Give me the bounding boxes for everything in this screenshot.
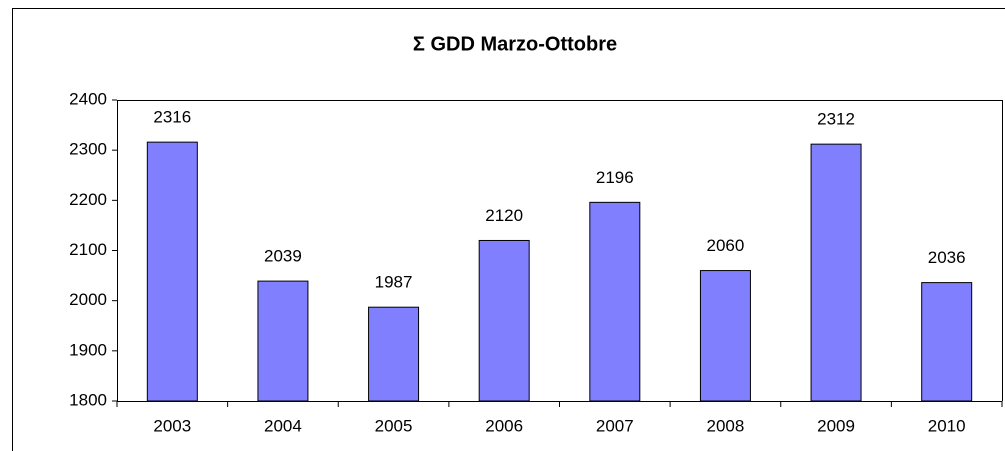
x-tick-label: 2010 — [928, 416, 966, 435]
bar — [368, 306, 420, 402]
y-tick-label: 2000 — [69, 290, 107, 309]
data-label: 2039 — [264, 247, 302, 266]
x-tick-label: 2009 — [817, 416, 855, 435]
x-tick-label: 2006 — [485, 416, 523, 435]
data-label: 2196 — [596, 168, 634, 187]
bar — [699, 270, 751, 402]
y-tick-label: 2300 — [69, 140, 107, 159]
y-tick-label: 2400 — [69, 89, 107, 108]
plot-border — [117, 100, 1003, 401]
y-tick-label: 1800 — [69, 390, 107, 409]
data-label: 2316 — [153, 108, 191, 127]
bar — [146, 141, 198, 402]
bar — [478, 239, 530, 402]
y-tick-label: 1900 — [69, 340, 107, 359]
y-tick-label: 2200 — [69, 190, 107, 209]
x-tick-label: 2004 — [264, 416, 302, 435]
x-tick-label: 2003 — [153, 416, 191, 435]
data-label: 1987 — [375, 273, 413, 292]
data-label: 2312 — [817, 110, 855, 129]
data-label: 2060 — [707, 236, 745, 255]
chart-border — [12, 8, 1005, 451]
chart-title: Σ GDD Marzo-Ottobre — [413, 33, 617, 55]
data-label: 2036 — [928, 248, 966, 267]
x-tick-label: 2008 — [707, 416, 745, 435]
data-label: 2120 — [485, 206, 523, 225]
x-tick-label: 2005 — [375, 416, 413, 435]
y-tick-label: 2100 — [69, 240, 107, 259]
bar — [921, 282, 973, 402]
x-tick-label: 2007 — [596, 416, 634, 435]
bar — [589, 201, 641, 402]
bar — [257, 280, 309, 402]
bar — [810, 143, 862, 402]
